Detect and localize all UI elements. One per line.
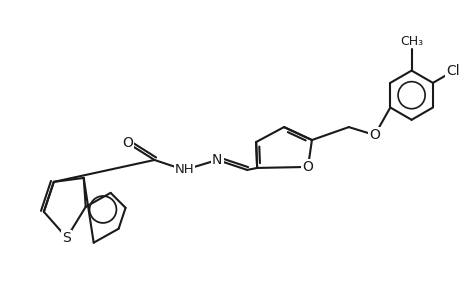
Text: NH: NH: [174, 164, 194, 176]
Text: S: S: [62, 231, 71, 245]
Text: O: O: [302, 160, 313, 174]
Text: O: O: [369, 128, 379, 142]
Text: O: O: [122, 136, 133, 150]
Text: Cl: Cl: [445, 64, 459, 78]
Text: CH₃: CH₃: [399, 34, 422, 47]
Text: N: N: [212, 153, 222, 167]
